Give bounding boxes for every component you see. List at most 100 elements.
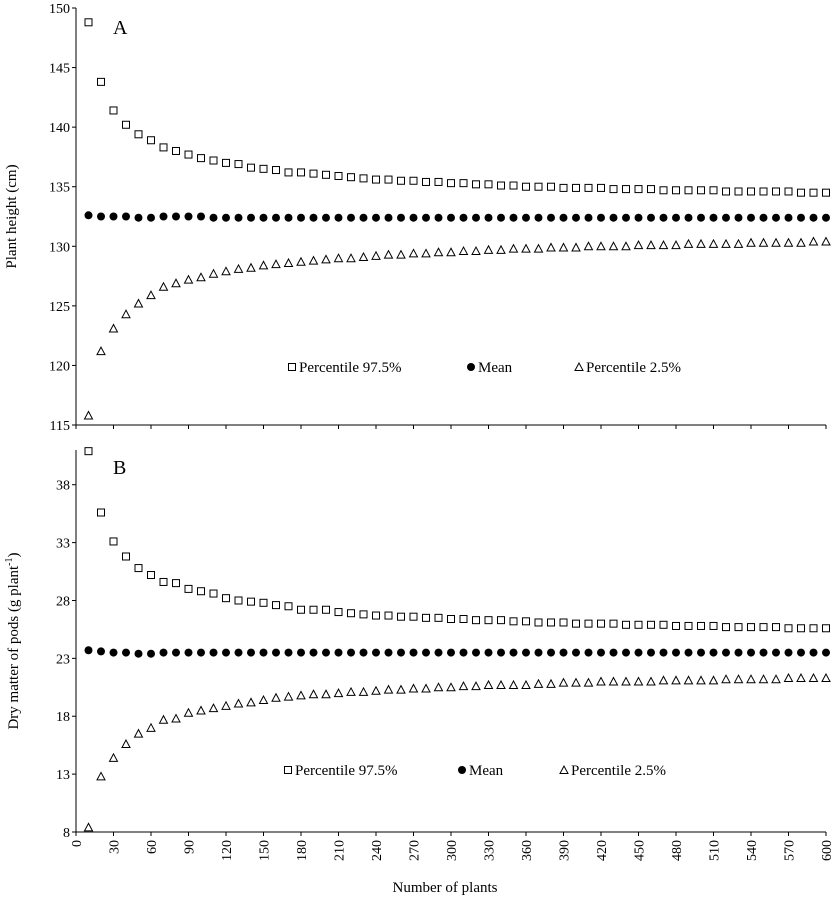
data-point [509, 617, 518, 626]
data-point [309, 213, 318, 222]
data-point [184, 648, 193, 657]
series-filled-circle [84, 211, 830, 222]
data-point [247, 597, 255, 606]
legend-marker [559, 764, 569, 774]
data-point [459, 179, 468, 188]
data-point [471, 681, 481, 691]
data-point [608, 241, 619, 251]
data-point [172, 579, 180, 588]
data-point [358, 686, 369, 696]
data-point [684, 213, 693, 222]
data-point [709, 213, 718, 222]
data-point [246, 262, 256, 272]
data-point [647, 185, 655, 194]
y-tick-label: 150 [49, 2, 70, 17]
data-point [321, 254, 331, 264]
y-tick-label: 13 [56, 768, 70, 783]
data-point [772, 187, 780, 196]
data-point [408, 683, 419, 693]
data-point [497, 181, 505, 190]
data-point [558, 677, 569, 687]
data-point [197, 212, 205, 221]
data-point [596, 241, 606, 251]
data-point [147, 649, 155, 658]
data-point [147, 213, 155, 222]
data-point [809, 648, 818, 657]
data-point [559, 648, 568, 657]
series-open-triangle [83, 672, 831, 832]
data-point [109, 212, 118, 221]
x-tick-label: 120 [220, 840, 235, 861]
data-point [472, 616, 480, 625]
data-point [596, 676, 606, 686]
data-point [747, 213, 755, 222]
data-point [96, 346, 106, 356]
data-point [784, 187, 793, 196]
data-point [547, 648, 555, 657]
data-point [597, 648, 605, 657]
data-point [572, 619, 580, 628]
data-point [784, 624, 793, 633]
legend-label: Percentile 2.5% [571, 763, 666, 779]
data-point [347, 173, 355, 182]
data-point [96, 771, 106, 781]
data-point [709, 621, 718, 630]
data-point [271, 259, 281, 269]
data-point [384, 213, 393, 222]
x-axis-label: Number of plants [393, 880, 498, 896]
data-point [434, 648, 443, 657]
data-point [771, 674, 781, 684]
panel-b: 8 13 18 23 28 33 38 0 30 60 90 120 150 180 210 240 270 30… [4, 447, 835, 861]
data-point [509, 648, 518, 657]
data-point [234, 213, 243, 222]
data-point [646, 676, 656, 686]
data-point [359, 610, 368, 619]
data-point [709, 648, 718, 657]
data-point [196, 705, 206, 715]
data-point [422, 213, 430, 222]
data-point [672, 213, 680, 222]
data-point [333, 688, 344, 698]
data-point [222, 648, 230, 657]
data-point [471, 245, 481, 256]
data-point [609, 213, 618, 222]
data-point [684, 621, 693, 630]
data-point [409, 612, 418, 621]
data-point [459, 648, 468, 657]
data-point [683, 675, 694, 685]
data-point [583, 677, 594, 687]
data-point [384, 611, 393, 620]
data-point [584, 648, 593, 657]
data-point [759, 623, 768, 632]
data-point [108, 752, 119, 762]
data-point [134, 649, 143, 658]
data-point [308, 255, 319, 265]
data-point [783, 237, 794, 247]
x-tick-label: 360 [520, 840, 535, 861]
x-tick-label: 210 [333, 840, 348, 861]
data-point [83, 410, 94, 420]
x-tick-label: 90 [183, 840, 198, 854]
data-point [159, 143, 168, 152]
data-point [197, 587, 205, 596]
data-point [446, 682, 456, 692]
data-point [547, 182, 555, 191]
data-point [359, 213, 368, 222]
data-point [771, 237, 781, 247]
data-point [696, 238, 706, 248]
data-point [796, 672, 806, 683]
x-tick-label: 180 [295, 840, 310, 861]
data-point [809, 213, 818, 222]
data-point [821, 672, 831, 683]
data-point [659, 620, 668, 629]
data-point [584, 183, 593, 192]
data-point [571, 242, 581, 252]
data-point [271, 692, 281, 702]
data-point [208, 703, 219, 713]
x-tick-label: 450 [633, 840, 648, 861]
data-point [608, 676, 619, 686]
data-point [221, 700, 231, 710]
data-point [84, 211, 93, 220]
data-point [534, 182, 543, 191]
data-point [258, 260, 269, 270]
